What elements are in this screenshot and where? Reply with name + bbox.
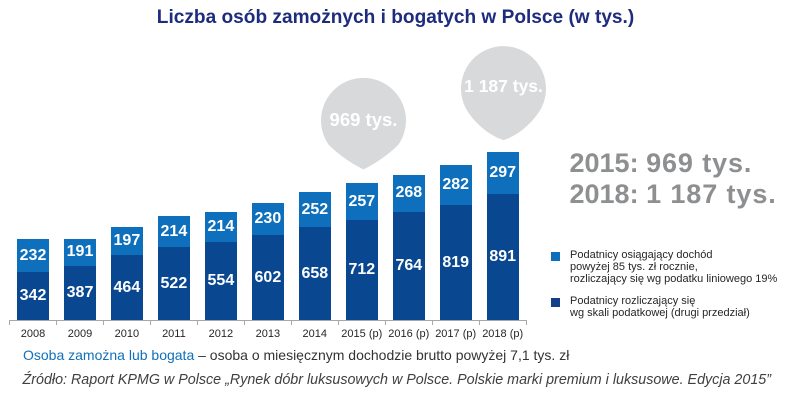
svg-text:969 tys.: 969 tys.: [329, 109, 397, 130]
svg-text:1 187 tys.: 1 187 tys.: [464, 76, 543, 96]
